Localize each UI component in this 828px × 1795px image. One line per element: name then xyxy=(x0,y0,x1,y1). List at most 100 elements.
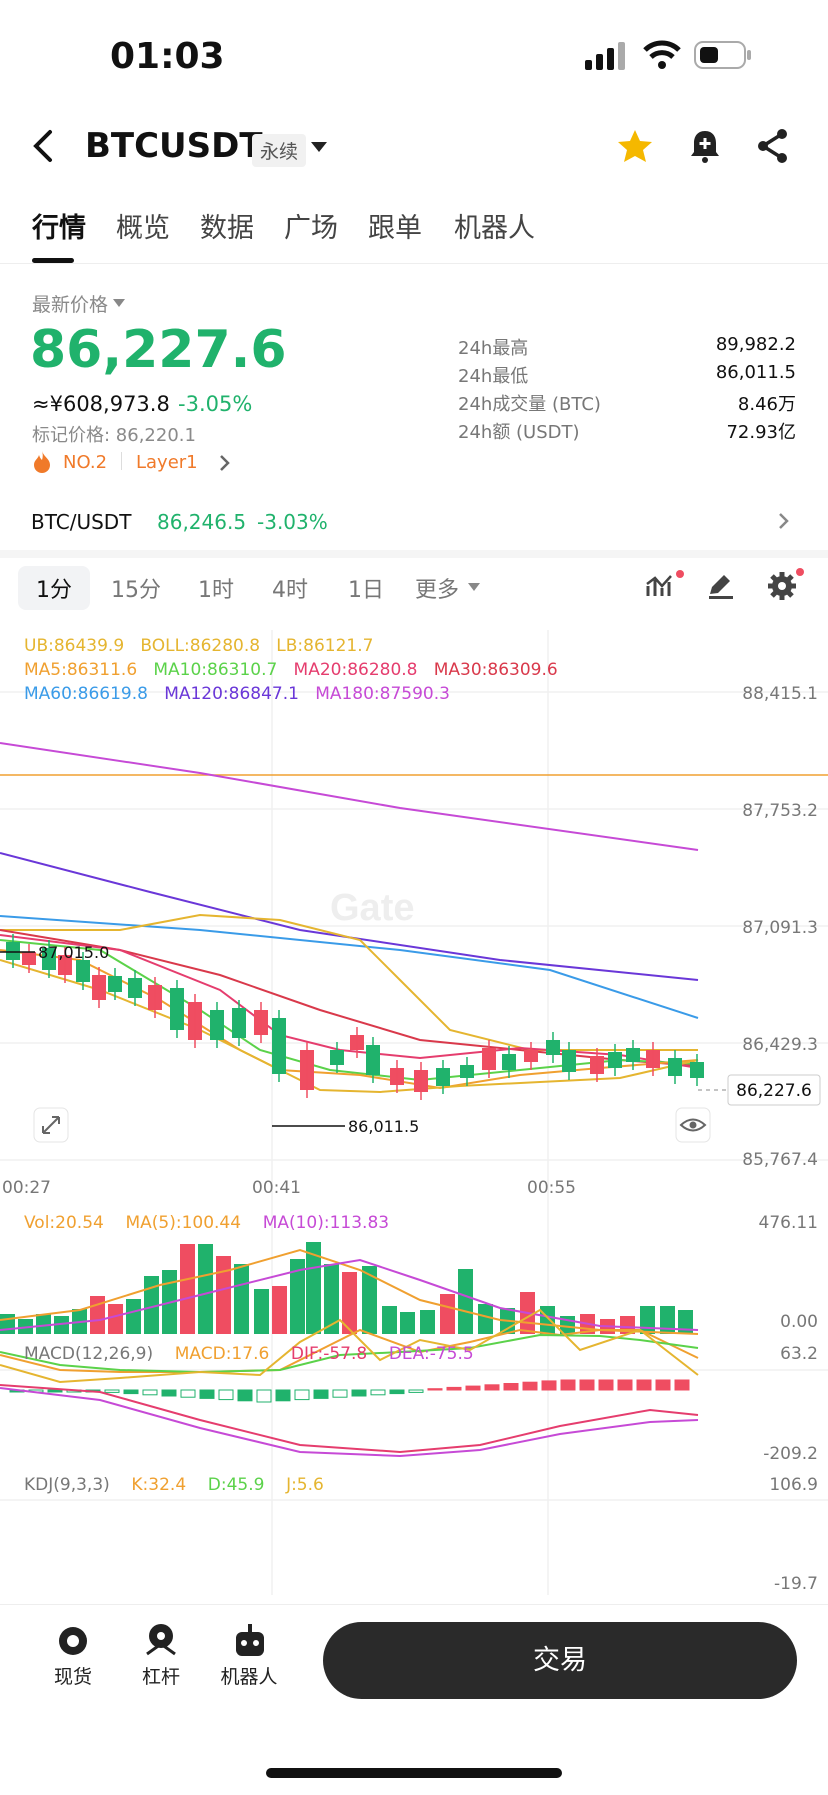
kdj-legend: KDJ(9,3,3) K:32.4 D:45.9 J:5.6 xyxy=(24,1475,324,1495)
ma120-line xyxy=(0,852,699,981)
macd-bar xyxy=(47,1389,63,1393)
star-icon[interactable] xyxy=(616,128,654,164)
timeframe-15m[interactable]: 15分 xyxy=(111,578,161,603)
spot-price: 86,246.5 xyxy=(157,510,247,534)
contract-type-badge: 永续 xyxy=(252,134,307,167)
kdj-axis-max: 106.9 xyxy=(769,1475,818,1495)
volume-bar xyxy=(180,1244,195,1334)
boll-ub-label: UB:86439.9 xyxy=(24,636,125,656)
back-icon[interactable] xyxy=(30,128,56,164)
status-time: 01:03 xyxy=(110,36,225,77)
current-price-tag xyxy=(727,1074,821,1106)
tab-market[interactable]: 行情 xyxy=(32,213,86,244)
timeframe-4h[interactable]: 4时 xyxy=(272,578,308,603)
kdj-d-value: D:45.9 xyxy=(207,1475,265,1495)
macd-bar xyxy=(674,1379,690,1391)
spot-icon[interactable] xyxy=(56,1624,90,1658)
tab-overview[interactable]: 概览 xyxy=(116,213,170,244)
indicator-icon[interactable] xyxy=(645,568,685,602)
caret-down-icon[interactable] xyxy=(310,140,328,154)
tab-data[interactable]: 数据 xyxy=(200,213,254,244)
stat-value: 86,011.5 xyxy=(715,362,796,383)
kdj-j-value: J:5.6 xyxy=(286,1475,324,1495)
kdj-k-value: K:32.4 xyxy=(131,1475,187,1495)
timeframe-1m[interactable]: 1分 xyxy=(18,566,90,610)
margin-icon[interactable] xyxy=(143,1622,179,1658)
settings-icon[interactable] xyxy=(766,566,806,602)
last-price: 86,227.6 xyxy=(30,320,287,380)
tab-bot[interactable]: 机器人 xyxy=(454,213,535,244)
last-price-label[interactable]: 最新价格 xyxy=(32,294,109,316)
macd-bar xyxy=(389,1389,405,1395)
nav-spot[interactable]: 现货 xyxy=(53,1666,92,1688)
caret-down-icon xyxy=(468,583,480,591)
volume-bar xyxy=(90,1296,105,1334)
y-axis-label: 87,753.2 xyxy=(742,801,818,821)
vol-ma5-line xyxy=(0,1248,699,1335)
timeframe-more[interactable]: 更多 xyxy=(415,578,460,603)
volume-bar xyxy=(342,1272,357,1334)
low-price-mark: 86,011.5 xyxy=(348,1117,419,1136)
spot-pair-row[interactable]: BTC/USDT 86,246.5 -3.03% xyxy=(0,492,828,550)
macd-histogram xyxy=(9,1379,690,1403)
volume-bar xyxy=(306,1242,321,1334)
caret-down-icon xyxy=(113,299,125,307)
y-axis-label: 86,429.3 xyxy=(742,1035,818,1055)
current-price-label: 86,227.6 xyxy=(736,1081,812,1101)
watermark: Gate xyxy=(330,887,414,929)
bell-plus-icon[interactable] xyxy=(688,128,722,164)
macd-bar xyxy=(104,1389,120,1393)
symbol-title[interactable]: BTCUSDT xyxy=(85,126,263,166)
divider xyxy=(0,263,828,264)
nav-bot[interactable]: 机器人 xyxy=(220,1666,278,1688)
chevron-right-icon[interactable] xyxy=(219,454,231,472)
volume-bar xyxy=(216,1256,231,1334)
macd-bar xyxy=(408,1389,424,1393)
kdj-j-line xyxy=(0,1308,699,1384)
main-tabs: 行情 概览 数据 广场 跟单 机器人 xyxy=(0,206,828,263)
tab-copy-trade[interactable]: 跟单 xyxy=(368,213,422,244)
nav-margin[interactable]: 杠杆 xyxy=(141,1666,180,1688)
macd-bar xyxy=(351,1389,367,1397)
volume-bar xyxy=(272,1286,287,1334)
vol-label: Vol:20.54 xyxy=(24,1213,104,1233)
volume-bar xyxy=(400,1312,415,1334)
macd-bar xyxy=(522,1381,538,1391)
spot-change: -3.03% xyxy=(257,510,328,534)
y-axis-label: 85,767.4 xyxy=(742,1150,818,1170)
dif-line xyxy=(0,1384,699,1454)
rank-badge[interactable]: NO.2 xyxy=(63,452,108,473)
ma5-label: MA5:86311.6 xyxy=(24,660,138,680)
share-icon[interactable] xyxy=(756,128,790,164)
x-axis-label: 00:41 xyxy=(252,1178,301,1198)
sector-tag[interactable]: Layer1 xyxy=(136,452,198,473)
stat-label: 24h成交量 (BTC) xyxy=(458,394,601,415)
macd-bar xyxy=(142,1389,158,1396)
robot-icon[interactable] xyxy=(231,1622,269,1658)
volume-bar xyxy=(420,1310,435,1334)
macd-bar xyxy=(370,1389,386,1396)
macd-bar xyxy=(541,1380,557,1391)
trade-button[interactable]: 交易 xyxy=(323,1622,797,1699)
kline-chart[interactable]: Gate 87,015.0 86,011.5 86,227.6 xyxy=(0,630,828,1630)
tab-square[interactable]: 广场 xyxy=(284,213,338,244)
signal-icon xyxy=(585,42,625,70)
dif-value: DIF:-57.8 xyxy=(290,1344,368,1364)
stat-label: 24h额 (USDT) xyxy=(458,422,580,443)
ma20-label: MA20:86280.8 xyxy=(293,660,418,680)
volume-bars xyxy=(0,1242,693,1334)
ma120-label: MA120:86847.1 xyxy=(164,684,299,704)
macd-legend: MACD(12,26,9) MACD:17.6 DIF:-57.8 DEA:-7… xyxy=(24,1344,474,1364)
macd-bar xyxy=(237,1389,253,1402)
macd-bar xyxy=(275,1389,291,1402)
dea-line xyxy=(0,1387,699,1458)
timeframe-1d[interactable]: 1日 xyxy=(348,578,384,603)
macd-bar xyxy=(446,1386,462,1391)
timeframe-1h[interactable]: 1时 xyxy=(198,578,234,603)
macd-axis-min: -209.2 xyxy=(763,1444,818,1464)
draw-tool-icon[interactable] xyxy=(706,570,736,600)
ma60-label: MA60:86619.8 xyxy=(24,684,148,704)
macd-bar xyxy=(617,1379,633,1391)
macd-bar xyxy=(579,1379,595,1391)
ma-legend: MA5:86311.6 MA10:86310.7 MA20:86280.8 MA… xyxy=(24,660,558,680)
